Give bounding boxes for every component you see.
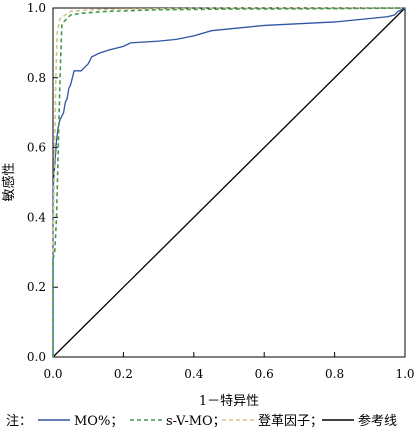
x-tick-label: 0.4 — [184, 367, 203, 381]
x-tick-label: 1.0 — [395, 367, 414, 381]
legend-prefix: 注： — [6, 414, 32, 429]
legend: 注： MO%； s-V-MO； 登革因子； 参考线 — [6, 413, 397, 429]
x-tick-label: 0.0 — [43, 367, 62, 381]
series-line-2 — [52, 7, 406, 357]
y-tick-label: 0.4 — [27, 210, 46, 224]
y-tick-label: 1.0 — [27, 1, 46, 15]
y-axis-title: 敏感性 — [1, 162, 17, 201]
y-tick-label: 0.0 — [27, 350, 46, 364]
x-axis-title: 1－特异性 — [199, 394, 259, 409]
legend-label-2: 登革因子； — [258, 414, 323, 429]
legend-label-1: s-V-MO； — [166, 414, 226, 429]
legend-label-0: MO%； — [74, 414, 123, 429]
y-tick-label: 0.6 — [27, 141, 46, 155]
x-tick-label: 0.2 — [114, 367, 133, 381]
legend-label-3: 参考线 — [358, 413, 397, 429]
plot-area: 0.0 0.2 0.4 0.6 0.8 1.0 0.0 0.2 0.4 0.6 0.8 1.0 — [27, 1, 415, 381]
y-tick-label: 0.8 — [27, 71, 46, 85]
x-tick-label: 0.6 — [255, 367, 274, 381]
series-line-1 — [52, 7, 406, 357]
y-tick-label: 0.2 — [27, 280, 46, 294]
series-line-3 — [52, 7, 406, 358]
x-tick-label: 0.8 — [325, 367, 344, 381]
series-line-0 — [52, 7, 406, 357]
